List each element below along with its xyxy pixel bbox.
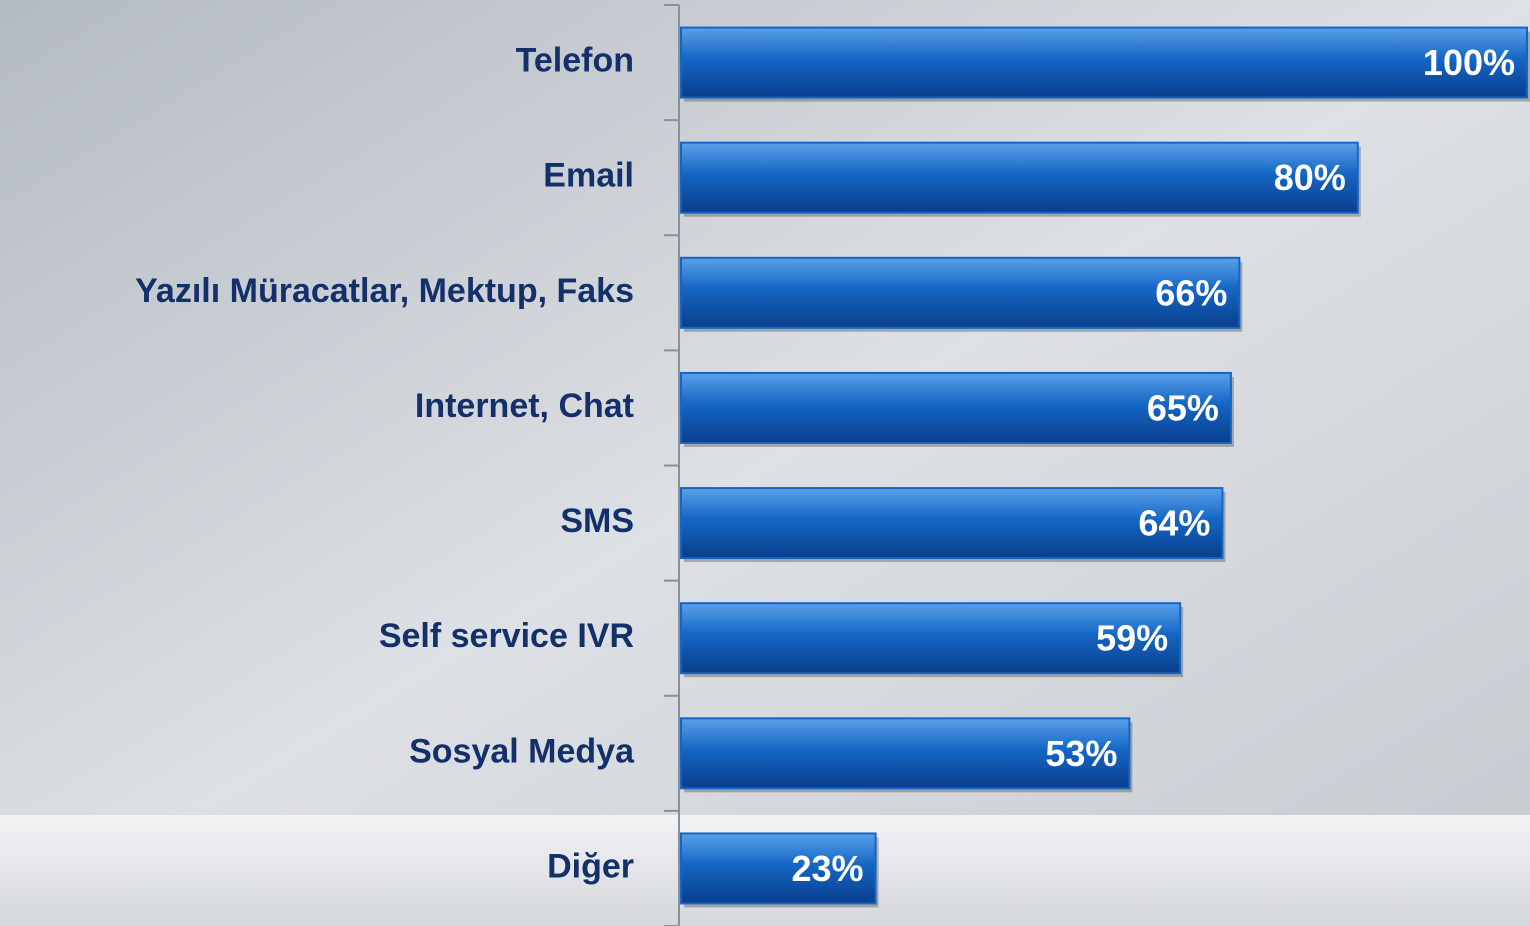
bar bbox=[680, 371, 1232, 444]
category-label: Diğer bbox=[547, 847, 634, 885]
value-label: 65% bbox=[1147, 387, 1219, 428]
bar bbox=[680, 487, 1224, 560]
value-label: 53% bbox=[1045, 733, 1117, 774]
bar bbox=[680, 602, 1182, 675]
category-label: Self service IVR bbox=[379, 617, 634, 655]
bar bbox=[680, 141, 1359, 214]
value-label: 59% bbox=[1096, 618, 1168, 659]
value-label: 64% bbox=[1138, 503, 1210, 544]
value-label: 80% bbox=[1274, 157, 1346, 198]
category-label: Telefon bbox=[516, 42, 634, 80]
bar bbox=[680, 717, 1131, 790]
category-label: SMS bbox=[560, 502, 634, 540]
bar bbox=[680, 256, 1241, 329]
category-label: Sosyal Medya bbox=[409, 732, 635, 770]
category-label: Yazılı Müracatlar, Mektup, Faks bbox=[135, 272, 634, 310]
category-label: Email bbox=[543, 157, 634, 195]
value-label: 23% bbox=[792, 848, 864, 889]
value-label: 100% bbox=[1423, 42, 1515, 83]
category-label: Internet, Chat bbox=[415, 387, 634, 425]
bar bbox=[680, 832, 877, 905]
value-label: 66% bbox=[1155, 272, 1227, 313]
bar bbox=[680, 26, 1528, 99]
